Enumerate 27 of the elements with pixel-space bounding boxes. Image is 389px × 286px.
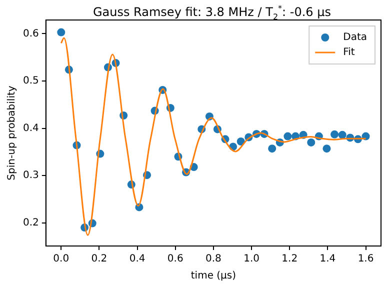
x-tick-label: 0.8 [206,254,222,265]
x-tick-label: 0.2 [91,254,108,265]
point [307,138,316,146]
x-tick-label: 0.6 [167,254,184,265]
x-tick-label: 0.0 [53,254,70,265]
x-tick-label: 1.2 [282,254,298,265]
y-tick-label: 0.4 [22,122,39,134]
chart-title: Gauss Ramsey fit: 3.8 MHz / T$_{2}$$^{*}$: -0.6 μs [92,4,332,22]
point [284,132,292,140]
point [330,130,339,138]
x-tick-label: 0.4 [129,254,146,265]
y-tick-label: 0.5 [22,76,39,87]
point [268,144,276,153]
x-tick-label: 1.0 [244,254,260,265]
point [236,138,245,146]
x-axis-title: time (μs) [190,270,236,282]
y-tick-label: 0.3 [22,170,39,182]
y-tick-label: 0.2 [22,217,39,228]
point [322,144,331,153]
legend-label: Data [343,32,368,44]
x-tick-label: 1.6 [358,254,374,265]
legend-label: Fit [343,47,355,58]
point [338,130,346,139]
point [57,28,66,36]
y-axis-title: Spin-up probability [6,86,18,180]
y-tick-label: 0.6 [22,28,39,40]
x-tick-label: 1.4 [320,254,336,265]
